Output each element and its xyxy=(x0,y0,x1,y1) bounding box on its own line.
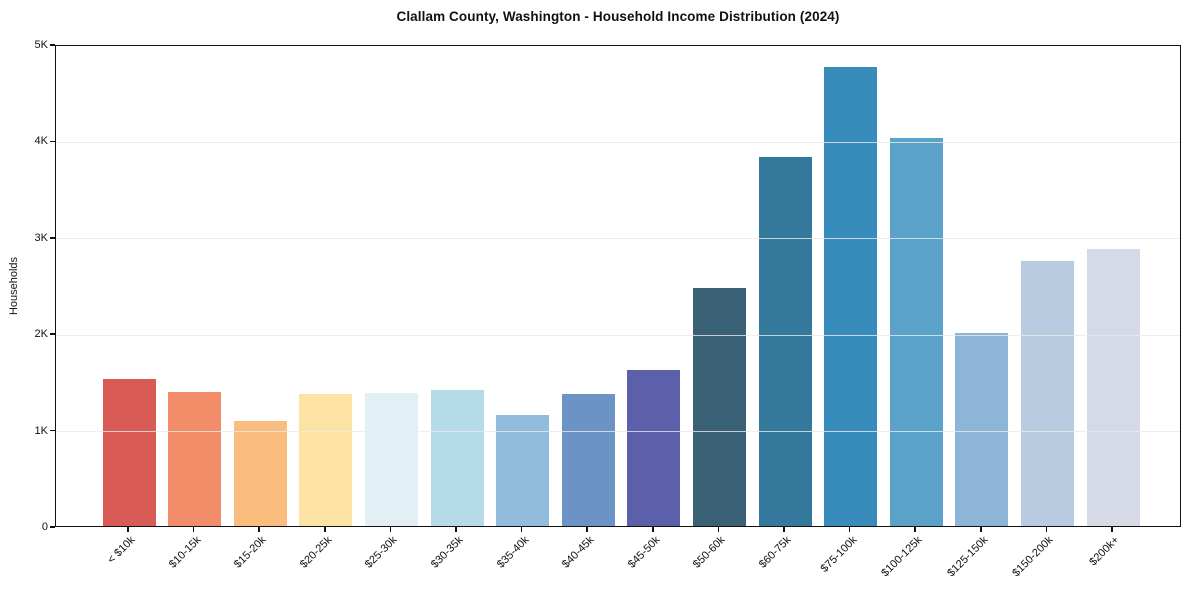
gridline-4000 xyxy=(56,141,1180,143)
y-tick-1000 xyxy=(50,429,55,432)
x-tick-$35-40k xyxy=(520,527,523,532)
x-tick-$125-150k xyxy=(980,527,982,532)
x-tick-$150-200k xyxy=(1045,527,1048,532)
bar-$60-75k xyxy=(758,156,812,526)
bar-$25-30k xyxy=(364,392,418,526)
x-tick-$10-15k xyxy=(192,527,195,532)
y-tick-2000 xyxy=(50,333,55,335)
bar-$125-150k xyxy=(955,333,1009,526)
x-tick-$15-20k xyxy=(258,527,260,532)
bar-$50-60k xyxy=(692,287,746,526)
x-tick-$25-30k xyxy=(389,527,392,532)
y-tick-label-1K: 1K xyxy=(34,424,48,437)
bar-$200k+ xyxy=(1086,249,1140,526)
bar-$40-45k xyxy=(561,393,615,526)
x-tick-$40-45k xyxy=(586,527,588,532)
y-tick-label-4K: 4K xyxy=(34,135,48,148)
gridline-3000 xyxy=(56,238,1180,240)
y-tick-label-3K: 3K xyxy=(34,231,48,244)
bar-$20-25k xyxy=(299,393,353,526)
y-axis-label: Households xyxy=(8,256,20,316)
bar-$150-200k xyxy=(1020,260,1074,526)
x-tick-$200k+ xyxy=(1111,527,1113,532)
bar-< $10k xyxy=(102,379,156,526)
bar-$100-125k xyxy=(889,138,943,526)
bar-$75-100k xyxy=(824,67,878,526)
y-tick-3000 xyxy=(50,237,55,239)
bar-$35-40k xyxy=(496,415,550,526)
y-tick-0 xyxy=(50,526,55,528)
x-tick-label-< $10k: < $10k xyxy=(105,534,138,567)
x-tick-$100-125k xyxy=(914,527,916,532)
y-tick-5000 xyxy=(50,44,55,46)
bar-$30-35k xyxy=(430,390,484,526)
x-tick-$30-35k xyxy=(455,527,457,532)
chart-title: Clallam County, Washington - Household I… xyxy=(396,9,840,24)
x-tick-$75-100k xyxy=(848,527,851,532)
x-tick-$20-25k xyxy=(324,527,326,532)
plot-area xyxy=(55,45,1181,527)
y-tick-label-0: 0 xyxy=(41,521,48,533)
x-tick-$60-75k xyxy=(783,527,785,532)
bar-$45-50k xyxy=(627,369,681,526)
x-tick-$45-50k xyxy=(652,527,654,532)
y-tick-label-5K: 5K xyxy=(34,39,48,51)
y-tick-4000 xyxy=(50,140,55,143)
bar-$10-15k xyxy=(168,392,222,526)
gridline-2000 xyxy=(56,334,1180,336)
x-tick-$50-60k xyxy=(717,527,720,532)
x-tick-< $10k xyxy=(127,527,129,532)
gridline-1000 xyxy=(56,431,1180,433)
bar-$15-20k xyxy=(233,420,287,526)
y-tick-label-2K: 2K xyxy=(34,328,48,341)
